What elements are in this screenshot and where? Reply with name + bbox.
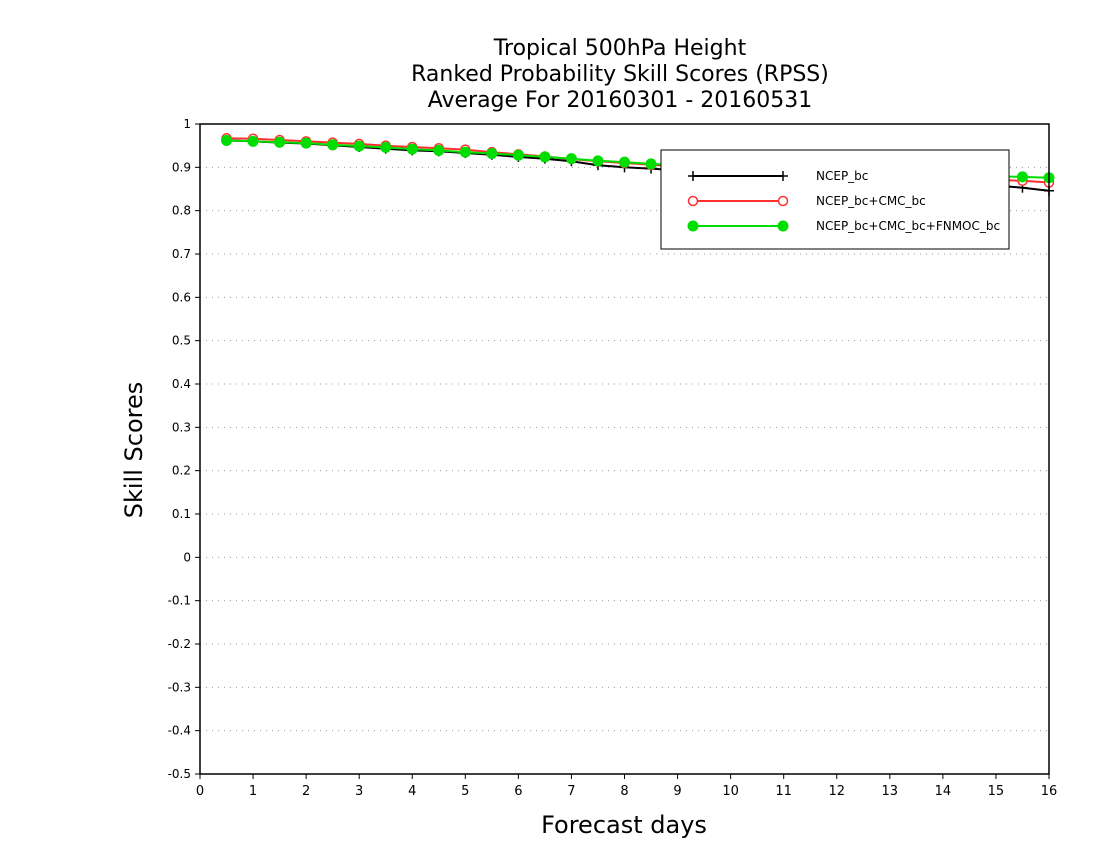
chart-title-line-2: Ranked Probability Skill Scores (RPSS)	[411, 62, 829, 87]
legend: NCEP_bc NCEP_bc+CMC_bc NCEP_bc+CMC_bc+FNMO…	[660, 149, 1010, 250]
legend-label: NCEP_bc	[816, 169, 868, 183]
data-point	[406, 143, 418, 155]
data-point	[433, 144, 445, 156]
x-tick-label: 14	[935, 784, 952, 799]
y-tick-label: 0.1	[172, 507, 191, 521]
y-axis-ticks: 1 0.9 0.8 0.7 0.6 0.5 0.4 0.3 0.2 0.1 0 -0.1 -0.2 -0.…	[168, 117, 200, 781]
legend-label: NCEP_bc+CMC_bc+FNMOC_bc	[816, 219, 1000, 233]
data-point	[645, 158, 657, 170]
data-point	[459, 146, 471, 158]
legend-marker	[687, 220, 699, 232]
legend-marker	[687, 195, 699, 207]
y-tick-label: 0.6	[172, 290, 191, 304]
data-point	[274, 136, 286, 148]
legend-marker	[688, 171, 698, 181]
x-tick-label: 9	[673, 784, 681, 799]
x-axis-label: Forecast days	[541, 811, 707, 839]
x-tick-label: 10	[722, 784, 739, 799]
data-point	[247, 135, 259, 147]
legend-box	[660, 149, 1010, 250]
x-tick-label: 16	[1041, 784, 1058, 799]
y-tick-label: -0.3	[168, 680, 191, 694]
data-point	[221, 134, 233, 146]
data-point	[327, 139, 339, 151]
y-tick-label: 0.3	[172, 420, 191, 434]
y-tick-label: -0.4	[168, 724, 191, 738]
y-tick-label: -0.5	[168, 767, 191, 781]
legend-marker	[778, 171, 788, 181]
legend-marker	[777, 195, 789, 207]
y-tick-label: -0.1	[168, 594, 191, 608]
chart-title-line-1: Tropical 500hPa Height	[493, 36, 747, 61]
legend-item: NCEP_bc	[688, 169, 868, 183]
x-tick-label: 12	[828, 784, 845, 799]
legend-marker	[777, 220, 789, 232]
y-tick-label: 0.5	[172, 334, 191, 348]
x-tick-label: 3	[355, 784, 363, 799]
legend-item: NCEP_bc+CMC_bc+FNMOC_bc	[687, 219, 1000, 233]
data-point	[592, 155, 604, 167]
x-tick-label: 15	[988, 784, 1005, 799]
data-point	[380, 141, 392, 153]
x-tick-label: 11	[775, 784, 792, 799]
data-point	[565, 153, 577, 165]
x-tick-label: 1	[249, 784, 257, 799]
data-point	[619, 156, 630, 168]
x-tick-label: 7	[567, 784, 575, 799]
y-tick-label: 1	[183, 117, 191, 131]
y-tick-label: 0.9	[172, 160, 191, 174]
data-point	[486, 147, 498, 159]
y-tick-label: 0	[183, 550, 191, 564]
x-tick-label: 13	[882, 784, 899, 799]
data-point	[300, 137, 312, 149]
data-point	[512, 149, 524, 161]
x-axis-ticks: 0 1 2 3 4 5 6 7 8 9 10 11 12 13 14 15 16	[196, 774, 1057, 799]
data-point	[539, 151, 551, 163]
x-tick-label: 4	[408, 784, 416, 799]
legend-item: NCEP_bc+CMC_bc	[687, 194, 926, 208]
y-tick-label: 0.7	[172, 247, 191, 261]
grid-lines	[200, 166, 1049, 732]
data-point	[353, 140, 365, 152]
data-point	[1016, 171, 1028, 183]
y-tick-label: 0.2	[172, 464, 191, 478]
y-tick-label: 0.8	[172, 204, 191, 218]
x-tick-label: 5	[461, 784, 469, 799]
y-tick-label: -0.2	[168, 637, 191, 651]
x-tick-label: 6	[514, 784, 522, 799]
chart-title-line-3: Average For 20160301 - 20160531	[427, 88, 813, 113]
x-tick-label: 2	[302, 784, 310, 799]
y-tick-label: 0.4	[172, 377, 191, 391]
x-tick-label: 0	[196, 784, 204, 799]
x-tick-label: 8	[620, 784, 628, 799]
y-axis-label: Skill Scores	[120, 382, 148, 519]
legend-label: NCEP_bc+CMC_bc	[816, 194, 926, 208]
